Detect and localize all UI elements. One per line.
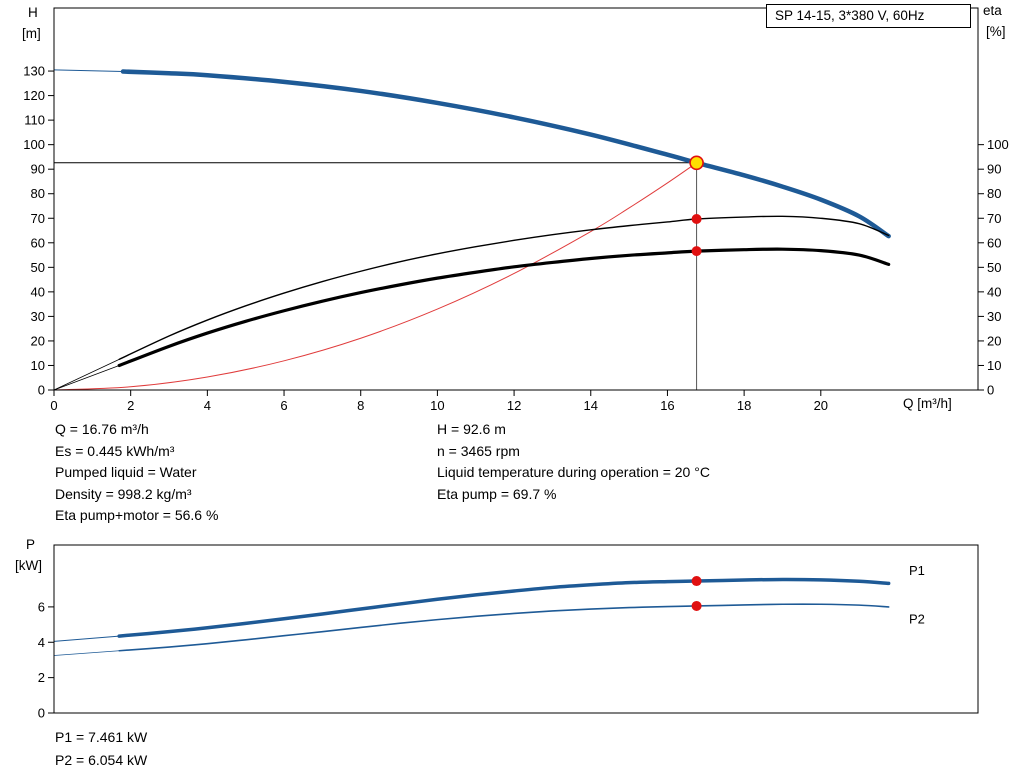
power-chart: 0 2 4 6 P1 P2 [38, 544, 979, 721]
x-axis-tick-label: 6 [280, 398, 287, 413]
y-axis-tick-label: 120 [23, 88, 45, 103]
y-axis-tick-label: 70 [31, 211, 45, 226]
info-line-energy: Es = 0.445 kWh/m³ [55, 442, 175, 459]
eta-pump-point [691, 213, 702, 224]
eta-pump-curve [118, 215, 890, 361]
y-axis-tick-label: 130 [23, 64, 45, 79]
eta-axis-label: eta [983, 3, 1002, 18]
eta-pump-motor-curve-lead [53, 365, 120, 391]
x-axis-tick-label: 10 [430, 398, 444, 413]
y-axis-tick-label: 0 [38, 706, 45, 721]
info-line-speed: n = 3465 rpm [437, 442, 520, 459]
y-axis-tick-label: 2 [38, 670, 45, 685]
h-curve-lead [53, 69, 124, 73]
eta-pump-motor-curve [117, 247, 891, 368]
x-axis-tick-label: 2 [127, 398, 134, 413]
y-axis-tick-label: 10 [31, 358, 45, 373]
x-axis-tick-label: 0 [50, 398, 57, 413]
info-line-head: H = 92.6 m [437, 421, 506, 437]
y2-axis-tick-label: 90 [987, 162, 1001, 177]
y-axis-tick-label: 6 [38, 599, 45, 614]
x-axis-tick-label: 20 [814, 398, 828, 413]
p1-point [691, 576, 702, 587]
h-curve [120, 69, 891, 239]
p1-curve-label: P1 [909, 563, 925, 578]
p-axis-unit-label: [kW] [15, 558, 42, 573]
y2-axis-tick-label: 10 [987, 358, 1001, 373]
info-line-liquid: Pumped liquid = Water [55, 464, 197, 480]
x-axis-tick-label: 18 [737, 398, 751, 413]
y-axis-tick-label: 50 [31, 260, 45, 275]
duty-info-left: Q = 16.76 m³/h Es = 0.445 kWh/m³ Pumped … [55, 419, 218, 527]
y-axis-tick-label: 30 [31, 309, 45, 324]
h-axis-label: H [28, 5, 38, 20]
y2-axis-tick-label: 50 [987, 260, 1001, 275]
y2-axis-tick-label: 20 [987, 333, 1001, 348]
y2-axis-tick-label: 70 [987, 211, 1001, 226]
info-line-flow: Q = 16.76 m³/h [55, 421, 149, 437]
x-axis-tick-label: 14 [584, 398, 598, 413]
y-axis-tick-label: 40 [31, 284, 45, 299]
qh-eta-chart: 0 2 4 6 8 10 12 14 16 18 2001020304050607080901001… [23, 7, 1009, 413]
x-axis-tick-label: 12 [507, 398, 521, 413]
x-axis-tick-label: 4 [204, 398, 211, 413]
y-axis-tick-label: 90 [31, 162, 45, 177]
plot-frame [53, 544, 979, 714]
p1-curve-lead [53, 635, 120, 642]
p1-value: P1 = 7.461 kW [55, 729, 148, 745]
x-axis-tick-label: 16 [660, 398, 674, 413]
x-axis-tick-label: 8 [357, 398, 364, 413]
eta-pump-curve-lead [53, 358, 120, 391]
system-curve [53, 162, 698, 391]
y2-axis-tick-label: 40 [987, 284, 1001, 299]
y-axis-tick-label: 60 [31, 235, 45, 250]
y-axis-tick-label: 0 [38, 383, 45, 398]
p2-curve [118, 603, 890, 652]
eta-pump-motor-point [691, 246, 702, 257]
y-axis-tick-label: 80 [31, 186, 45, 201]
info-line-temperature: Liquid temperature during operation = 20… [437, 464, 710, 480]
p2-curve-label: P2 [909, 612, 925, 627]
y-axis-tick-label: 110 [24, 113, 45, 128]
eta-axis-unit-label: [%] [986, 24, 1006, 39]
p2-value: P2 = 6.054 kW [55, 752, 148, 768]
p2-curve-lead [53, 650, 120, 656]
info-line-eta-pump: Eta pump = 69.7 % [437, 485, 557, 502]
y2-axis-tick-label: 100 [987, 137, 1009, 152]
y2-axis-tick-label: 60 [987, 235, 1001, 250]
q-axis-label: Q [m³/h] [903, 396, 952, 411]
info-line-eta-pump-motor: Eta pump+motor = 56.6 % [55, 507, 219, 523]
h-axis-unit-label: [m] [22, 26, 41, 41]
y2-axis-tick-label: 0 [987, 383, 994, 398]
y-axis-tick-label: 100 [23, 137, 45, 152]
power-values: P1 = 7.461 kW P2 = 6.054 kW [55, 726, 147, 772]
duty-point [689, 155, 704, 171]
p-axis-label: P [26, 537, 36, 552]
y2-axis-tick-label: 80 [987, 186, 1001, 201]
y2-axis-tick-label: 30 [987, 309, 1001, 324]
pump-model-box: SP 14-15, 3*380 V, 60Hz [766, 4, 971, 28]
duty-info-right: H = 92.6 m n = 3465 rpm Liquid temperatu… [437, 419, 710, 505]
plot-frame [53, 7, 979, 391]
p1-curve [117, 577, 891, 638]
p2-point [691, 600, 702, 611]
info-line-density: Density = 998.2 kg/m³ [55, 485, 192, 502]
y-axis-tick-label: 4 [38, 635, 45, 650]
y-axis-tick-label: 20 [31, 333, 45, 348]
